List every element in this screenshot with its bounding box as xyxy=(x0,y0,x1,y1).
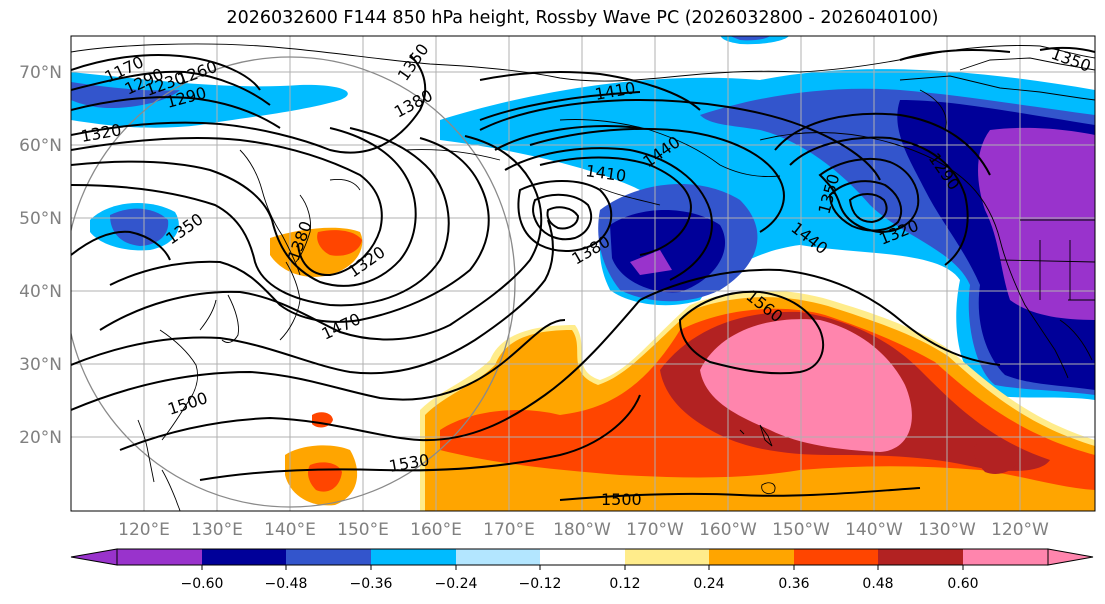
lon-label: 150°W xyxy=(772,520,830,540)
colorbar-segment xyxy=(117,549,202,565)
colorbar-tick: 0.24 xyxy=(693,576,724,592)
colorbar-segment xyxy=(709,549,794,565)
lat-label: 40°N xyxy=(19,282,62,302)
colorbar-extend-high xyxy=(1047,548,1094,566)
latitude-labels: 70°N 60°N 50°N 40°N 30°N 20°N xyxy=(19,63,62,448)
map-area: 1170 1290 1230 1260 1290 1320 1350 1380 … xyxy=(71,36,1095,511)
height-contours xyxy=(71,46,1095,501)
lon-label: 120°E xyxy=(118,520,170,540)
lat-label: 20°N xyxy=(19,428,62,448)
lon-label: 180°W xyxy=(553,520,611,540)
lat-label: 70°N xyxy=(19,63,62,83)
lat-label: 30°N xyxy=(19,355,62,375)
colorbar-tick: −0.24 xyxy=(435,576,478,592)
colorbar-tick: 0.12 xyxy=(609,576,640,592)
map-frame xyxy=(70,35,1096,512)
lon-label: 170°W xyxy=(626,520,684,540)
lon-label: 140°W xyxy=(845,520,903,540)
colorbar-tick: −0.12 xyxy=(519,576,562,592)
colorbar-segment xyxy=(456,549,540,565)
colorbar-segment xyxy=(371,549,456,565)
colorbar-tick: 0.36 xyxy=(778,576,809,592)
colorbar-segment xyxy=(794,549,878,565)
lat-label: 60°N xyxy=(19,136,62,156)
reference-circle xyxy=(71,56,516,508)
lon-label: 160°E xyxy=(410,520,462,540)
colorbar-tick: −0.48 xyxy=(265,576,308,592)
colorbar-tick: 0.48 xyxy=(862,576,893,592)
colorbar-segment xyxy=(202,549,286,565)
lon-label: 120°W xyxy=(991,520,1049,540)
lon-label: 130°E xyxy=(191,520,243,540)
colorbar-tick: −0.36 xyxy=(350,576,393,592)
longitude-labels: 120°E 130°E 140°E 150°E 160°E 170°E 180°… xyxy=(118,520,1049,540)
colorbar-segment xyxy=(963,549,1048,565)
lon-label: 140°E xyxy=(264,520,316,540)
lon-label: 160°W xyxy=(699,520,757,540)
contour-label: 1500 xyxy=(601,490,642,509)
positive-anomaly-east xyxy=(420,290,1095,511)
colorbar-tick: 0.60 xyxy=(947,576,978,592)
colorbar-segment xyxy=(540,549,625,565)
lon-label: 170°E xyxy=(483,520,535,540)
colorbar: −0.60 −0.48 −0.36 −0.24 −0.12 0.12 0.24 … xyxy=(70,548,1094,592)
colorbar-segment xyxy=(286,549,371,565)
colorbar-tick: −0.60 xyxy=(181,576,224,592)
lat-label: 50°N xyxy=(19,209,62,229)
colorbar-segment xyxy=(625,549,709,565)
lon-label: 130°W xyxy=(918,520,976,540)
lon-label: 150°E xyxy=(337,520,389,540)
colorbar-segment xyxy=(878,549,963,565)
colorbar-extend-low xyxy=(70,548,118,566)
chart-title: 2026032600 F144 850 hPa height, Rossby W… xyxy=(226,8,939,28)
